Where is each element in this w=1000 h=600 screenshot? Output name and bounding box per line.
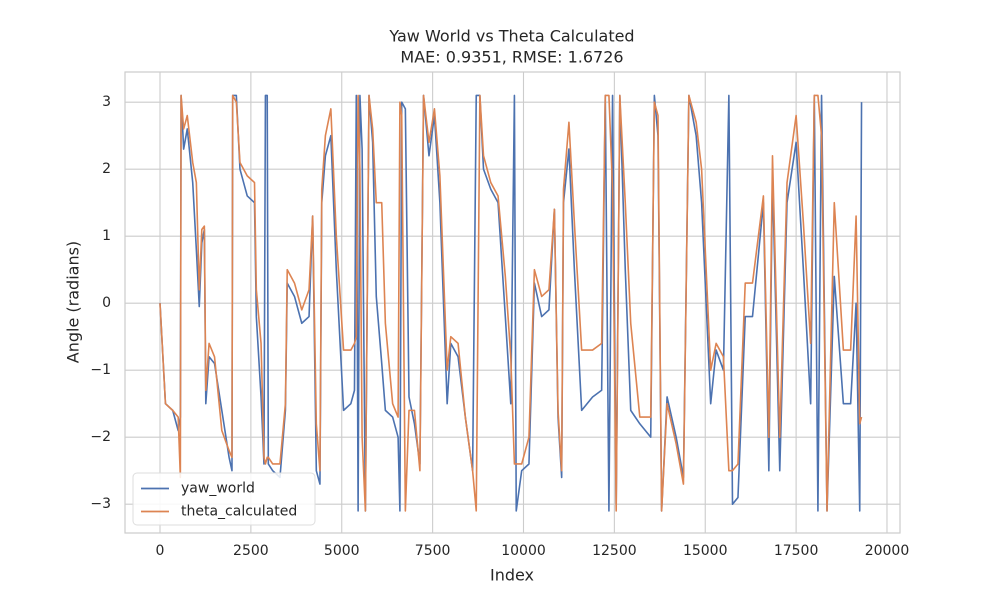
- chart-subtitle: MAE: 0.9351, RMSE: 1.6726: [400, 48, 623, 67]
- y-tick-label: 0: [102, 295, 111, 311]
- x-tick-label: 7500: [415, 543, 451, 559]
- y-axis-label: Angle (radians): [64, 241, 83, 363]
- y-tick-label: 1: [102, 228, 111, 244]
- y-tick-label: −3: [90, 496, 111, 512]
- axes-frame: [124, 71, 901, 534]
- legend-box: [132, 472, 316, 526]
- y-tick-label: −1: [90, 362, 111, 378]
- x-tick-label: 5000: [324, 543, 360, 559]
- x-tick-label: 20000: [865, 543, 910, 559]
- legend-label: yaw_world: [181, 481, 255, 497]
- x-tick-label: 17500: [774, 543, 819, 559]
- x-tick-label: 12500: [592, 543, 637, 559]
- x-tick-label: 10000: [501, 543, 546, 559]
- data-line: [159, 94, 863, 512]
- legend: yaw_world theta_calculated: [132, 472, 316, 526]
- plot-area: [159, 94, 863, 512]
- y-tick-label: 3: [102, 94, 111, 110]
- y-tick-label: −2: [90, 429, 111, 445]
- x-axis-label: Index: [490, 566, 534, 585]
- chart-title: Yaw World vs Theta Calculated: [388, 27, 634, 46]
- x-tick-label: 15000: [683, 543, 728, 559]
- legend-label: theta_calculated: [181, 504, 297, 520]
- x-tick-label: 0: [156, 543, 165, 559]
- x-tick-label: 2500: [233, 543, 269, 559]
- y-tick-label: 2: [102, 161, 111, 177]
